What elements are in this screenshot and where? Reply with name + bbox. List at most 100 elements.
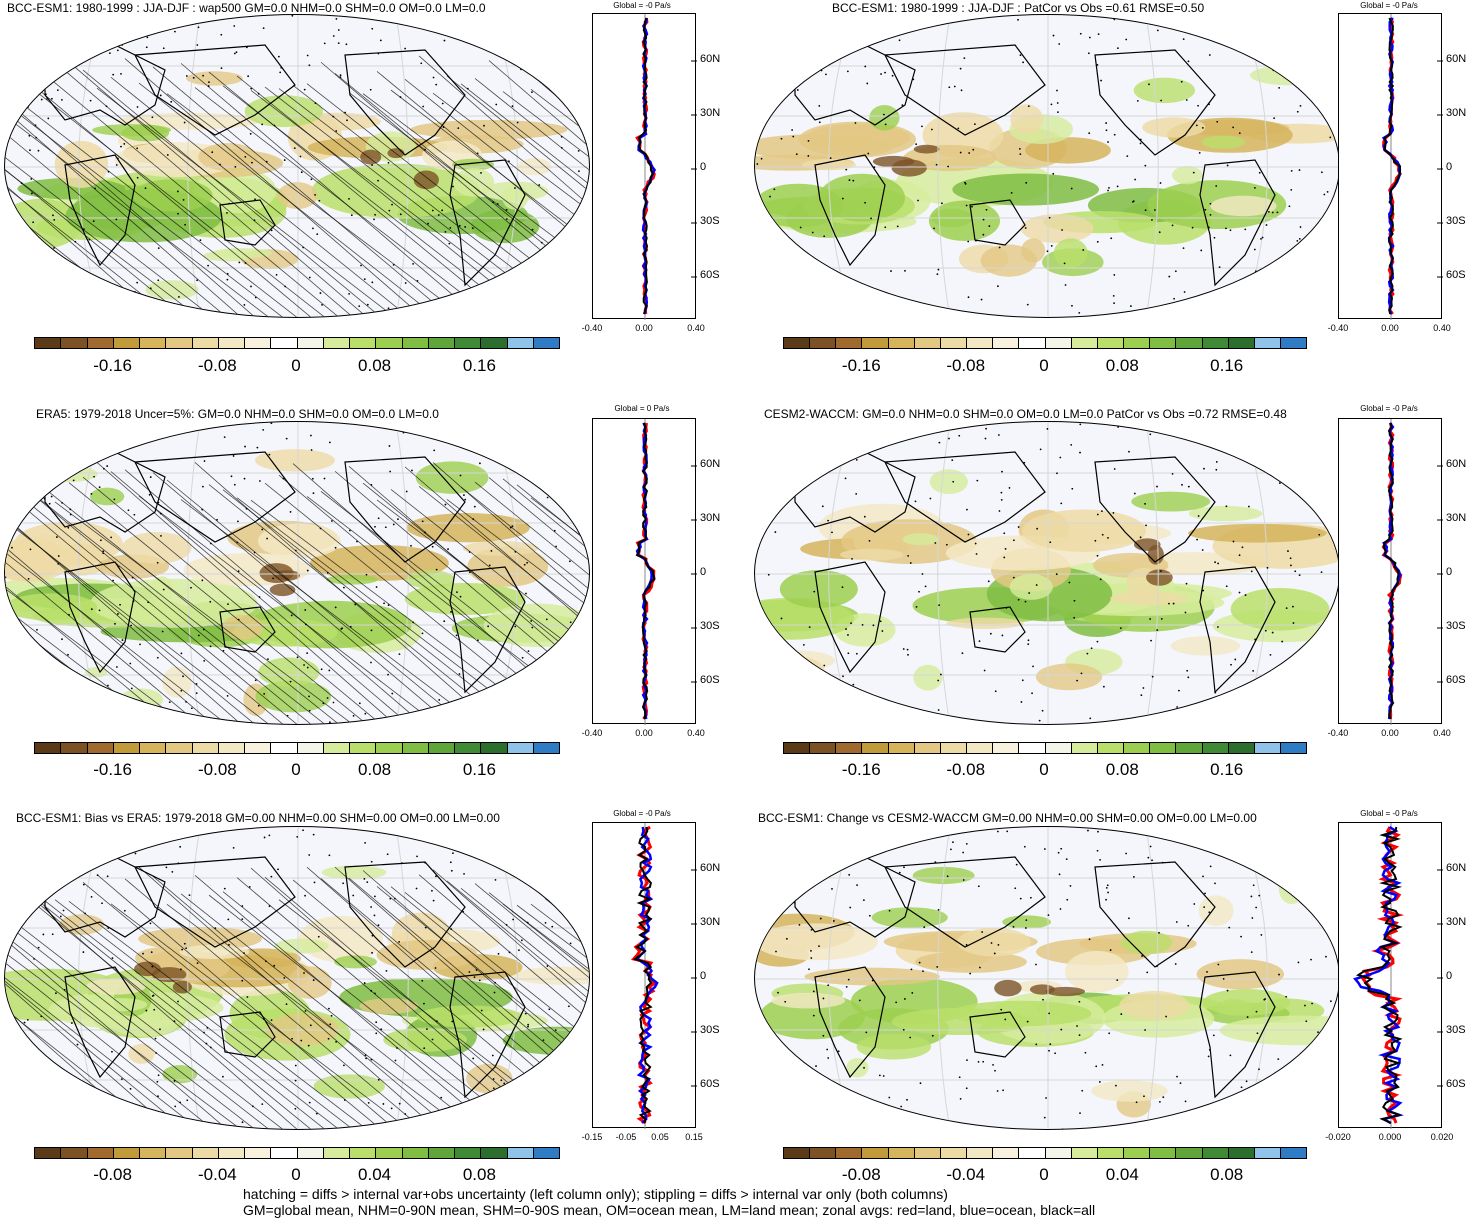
stipple-dot xyxy=(1329,1000,1332,1003)
colorbar-swatch xyxy=(1202,1148,1229,1158)
stipple-dot xyxy=(1159,182,1162,184)
stipple-dot xyxy=(1017,526,1020,528)
graticule-line xyxy=(1145,15,1159,317)
stipple-dot xyxy=(328,854,331,857)
stipple-dot xyxy=(1019,897,1022,900)
stipple-dot xyxy=(915,143,918,146)
stipple-dot xyxy=(1069,885,1072,887)
field-patch xyxy=(258,657,320,687)
stipple-dot xyxy=(1079,1112,1081,1114)
stipple-dot xyxy=(1086,652,1089,655)
stipple-dot xyxy=(88,427,91,430)
stipple-dot xyxy=(1240,1086,1243,1089)
stipple-dot xyxy=(947,165,950,168)
coastline xyxy=(814,966,886,1079)
hatching-line xyxy=(362,93,589,264)
colorbar-swatch xyxy=(940,1148,968,1158)
hatching-line xyxy=(5,935,256,1129)
stipple-dot xyxy=(283,159,286,161)
coastline xyxy=(449,971,526,1099)
stipple-dot xyxy=(1294,672,1297,675)
stipple-dot xyxy=(89,835,92,837)
stipple-dot xyxy=(1290,169,1293,172)
colorbar-swatch xyxy=(1202,338,1229,348)
coastline xyxy=(794,44,916,126)
stipple-dot xyxy=(114,622,116,625)
stipple-dot xyxy=(1227,292,1230,295)
stipple-dot xyxy=(884,123,887,126)
stipple-dot xyxy=(584,1031,587,1034)
stipple-dot xyxy=(756,878,759,880)
stipple-dot xyxy=(340,628,343,630)
colorbar-swatch xyxy=(836,338,863,348)
stipple-dot xyxy=(1255,1010,1258,1013)
stipple-dot xyxy=(1247,505,1250,508)
stipple-dot xyxy=(964,183,967,185)
stipple-dot xyxy=(912,423,915,426)
stipple-dot xyxy=(50,874,53,877)
stipple-dot xyxy=(463,872,465,875)
stipple-dot xyxy=(1056,472,1058,475)
stipple-dot xyxy=(1268,864,1270,867)
coastline xyxy=(1199,159,1276,287)
stipple-dot xyxy=(815,1065,817,1067)
stipple-dot xyxy=(811,1113,814,1115)
stipple-dot xyxy=(1000,491,1003,494)
colorbar-swatch xyxy=(271,1148,298,1158)
stipple-dot xyxy=(936,966,939,968)
hatching-line xyxy=(5,1051,102,1129)
colorbar-swatch xyxy=(402,743,429,753)
stipple-dot xyxy=(51,933,54,936)
hatching-line xyxy=(12,67,312,317)
stipple-dot xyxy=(127,509,130,512)
zonal-x-tick-label: 0.00 xyxy=(1381,323,1399,333)
stipple-dot xyxy=(1050,103,1053,106)
stipple-dot xyxy=(1079,32,1082,35)
field-patch xyxy=(321,865,387,880)
stipple-dot xyxy=(918,961,921,964)
hatching-line xyxy=(5,517,256,724)
stipple-dot xyxy=(464,844,467,846)
latitude-label: 60N xyxy=(700,53,721,65)
stipple-dot xyxy=(807,448,810,450)
stipple-dot xyxy=(186,1099,189,1102)
stipple-dot xyxy=(967,533,970,536)
stipple-dot xyxy=(503,1082,506,1085)
stipple-dot xyxy=(778,1113,781,1116)
stipple-dot xyxy=(1181,483,1183,486)
hatching-line xyxy=(40,71,340,317)
colorbar-swatch xyxy=(350,1148,377,1158)
stipple-dot xyxy=(441,102,444,105)
stipple-dot xyxy=(909,562,912,564)
stipple-dot xyxy=(1276,211,1279,214)
stipple-dot xyxy=(1240,935,1242,938)
stipple-dot xyxy=(822,1034,825,1037)
stipple-dot xyxy=(958,434,961,437)
colorbar-label: 0.08 xyxy=(462,1165,496,1184)
colorbar-swatch xyxy=(1254,1148,1281,1158)
stipple-dot xyxy=(1113,274,1116,276)
stipple-dot xyxy=(1180,80,1183,83)
stipple-dot xyxy=(273,964,276,967)
stipple-dot xyxy=(1193,844,1196,847)
stipple-dot xyxy=(153,1008,156,1011)
stipple-dot xyxy=(904,269,906,272)
stipple-dot xyxy=(505,208,508,211)
stipple-dot xyxy=(328,669,331,672)
stipple-dot xyxy=(226,211,228,214)
stipple-dot xyxy=(832,920,835,922)
stipple-dot xyxy=(1064,284,1067,286)
hatching-line xyxy=(320,878,589,1105)
stipple-dot xyxy=(1260,934,1263,936)
stipple-dot xyxy=(828,55,831,58)
stipple-dot xyxy=(977,1060,980,1063)
colorbar-swatch xyxy=(836,743,863,753)
stipple-dot xyxy=(784,857,786,860)
stipple-dot xyxy=(483,124,485,127)
field-patch xyxy=(1198,895,1234,926)
stipple-dot xyxy=(766,638,769,640)
stipple-dot xyxy=(1081,1089,1084,1092)
stipple-dot xyxy=(312,227,314,230)
stipple-dot xyxy=(1297,426,1300,428)
stipple-dot xyxy=(863,515,866,518)
